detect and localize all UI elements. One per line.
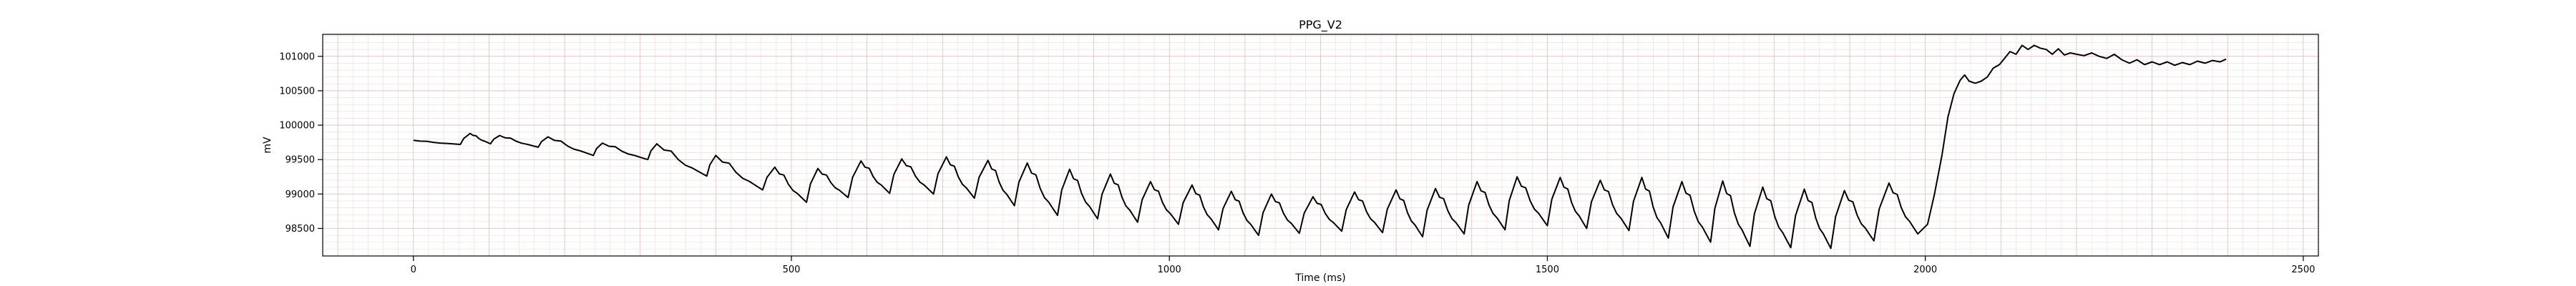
y-tick-label: 100000	[279, 121, 315, 132]
y-tick-label: 101000	[279, 51, 315, 62]
y-tick-label: 100500	[279, 86, 315, 97]
x-tick-label: 500	[783, 265, 801, 275]
y-tick-label: 99500	[286, 155, 315, 166]
x-tick-label: 0	[411, 265, 416, 275]
plot-frame	[322, 34, 2319, 257]
x-tick-label: 1000	[1158, 265, 1181, 275]
y-tick-label: 99000	[286, 189, 315, 200]
x-axis: 0 500 1000 1500 2000 2500	[411, 256, 2315, 275]
x-tick-label: 2500	[2291, 265, 2315, 275]
x-axis-label: Time (ms)	[1294, 272, 1346, 284]
y-tick-label: 98500	[286, 224, 315, 235]
x-tick-label: 1500	[1536, 265, 1559, 275]
major-grid	[323, 34, 2318, 256]
x-tick-label: 2000	[1913, 265, 1937, 275]
chart-title: PPG_V2	[1299, 18, 1342, 32]
ppg-signal-line	[413, 44, 2227, 250]
y-axis: 98500 99000 99500 100000 100500 101000	[279, 51, 323, 235]
y-axis-label: mV	[262, 137, 273, 154]
